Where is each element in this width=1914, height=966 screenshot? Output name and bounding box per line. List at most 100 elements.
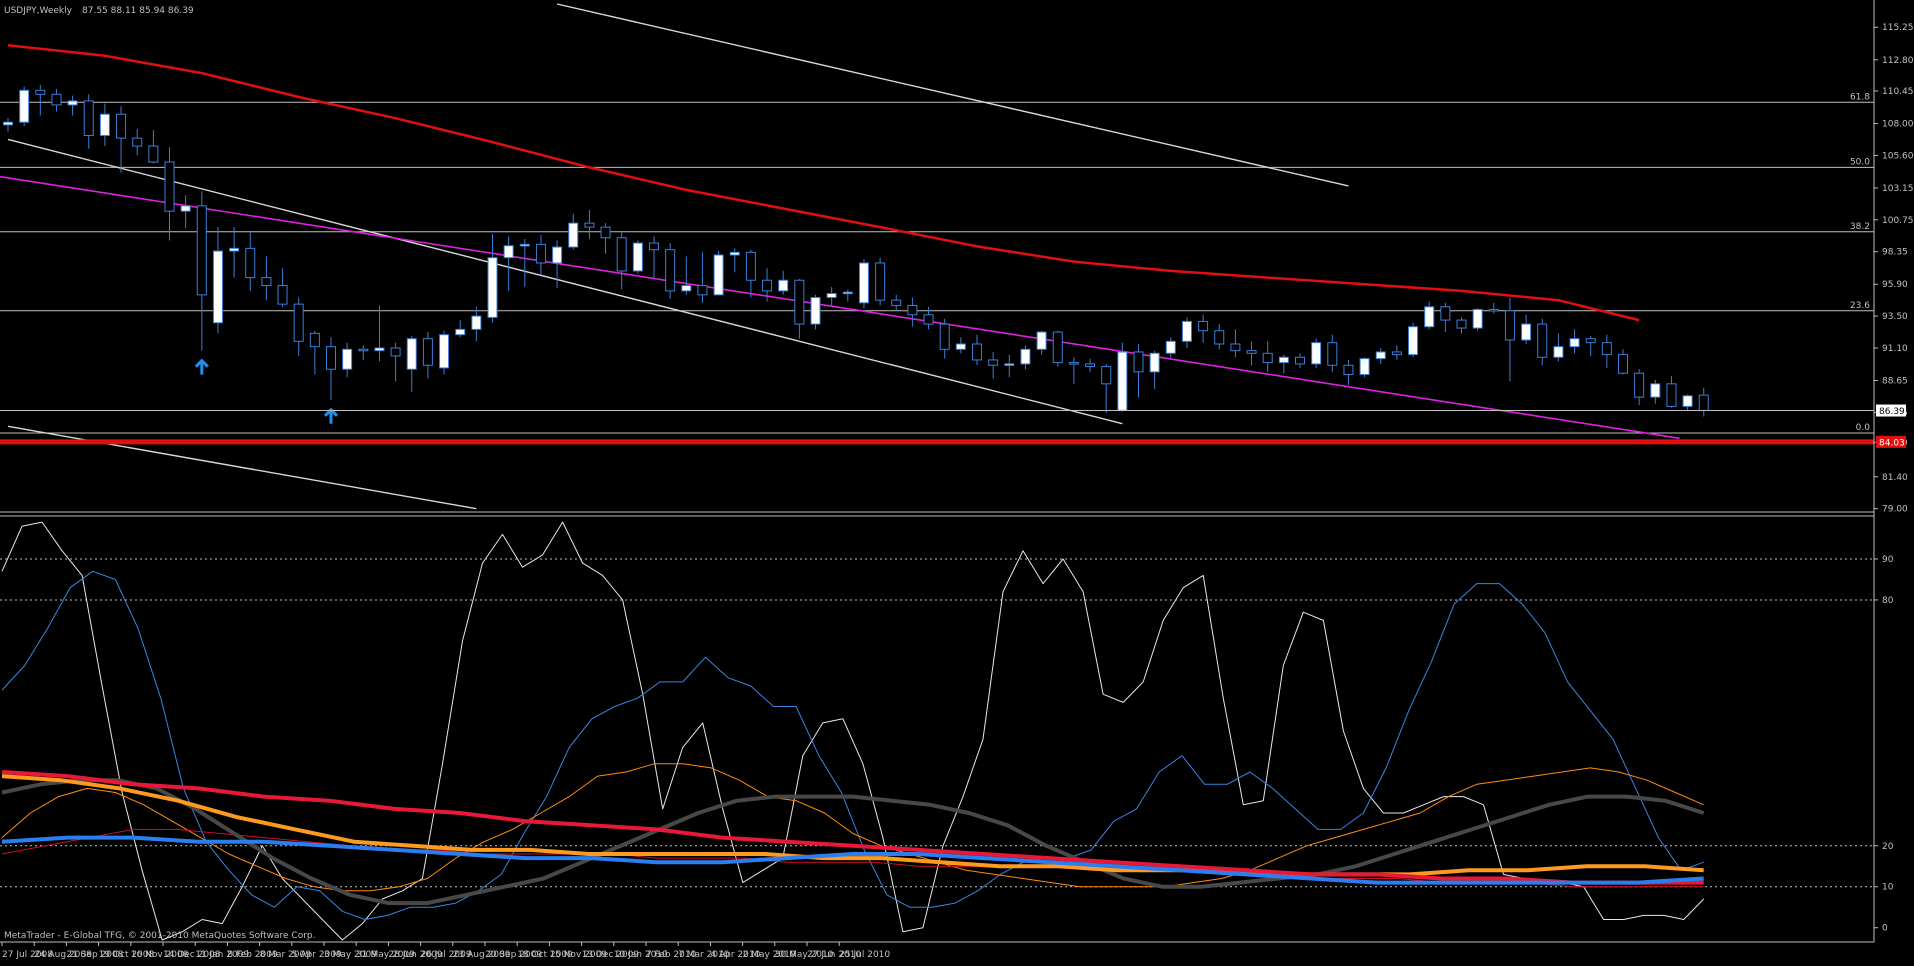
- candle-body: [794, 279, 805, 325]
- candle-body: [1343, 364, 1354, 376]
- candle: [1472, 308, 1483, 331]
- candle-body: [1359, 358, 1370, 376]
- candle: [955, 337, 966, 354]
- candle: [907, 297, 918, 327]
- candle-body: [923, 314, 934, 325]
- oscillator: [0, 521, 1874, 941]
- candle-body: [988, 359, 999, 366]
- candle-body: [35, 89, 46, 95]
- candle: [293, 297, 304, 356]
- osc-series-line: [1, 763, 1704, 892]
- candle: [632, 240, 643, 274]
- candle: [1036, 330, 1047, 355]
- candle: [552, 240, 563, 289]
- candle-body: [1618, 354, 1628, 374]
- candle: [1004, 354, 1015, 378]
- candle: [1521, 314, 1532, 344]
- candle-body: [1295, 356, 1305, 365]
- candle: [794, 278, 805, 339]
- candle-body: [455, 328, 466, 336]
- candle-body: [1472, 308, 1483, 329]
- osc-series-line: [1, 770, 1704, 885]
- candle-body: [1634, 372, 1645, 398]
- candle: [1424, 301, 1435, 330]
- candle-body: [439, 334, 450, 369]
- channel-line: [556, 3, 1349, 187]
- candle-body: [261, 277, 272, 287]
- red-line-label: 84.03: [1879, 438, 1905, 448]
- candle: [1117, 342, 1128, 412]
- candle-body: [1133, 351, 1144, 373]
- candle-body: [1262, 352, 1273, 364]
- candle-body: [132, 137, 143, 147]
- candle: [1601, 334, 1612, 368]
- candle-body: [1101, 366, 1112, 385]
- candle-body: [535, 243, 546, 264]
- candle: [1068, 357, 1079, 384]
- price-tick-label: 88.65: [1882, 377, 1908, 387]
- candle: [1278, 354, 1289, 374]
- candle: [164, 147, 175, 241]
- channel-line: [7, 138, 1123, 425]
- candle-body: [1424, 306, 1435, 328]
- candle-body: [309, 332, 320, 348]
- osc-series-line: [1, 521, 1705, 941]
- candle-body: [293, 303, 304, 342]
- candle: [471, 306, 482, 342]
- symbol-label: USDJPY,Weekly: [4, 6, 73, 16]
- candle: [245, 232, 256, 291]
- candle-body: [51, 93, 62, 106]
- candle-body: [826, 293, 837, 299]
- candle-body: [810, 297, 821, 325]
- price-tick-label: 115.25: [1882, 23, 1914, 33]
- candle-body: [1537, 323, 1548, 358]
- candle-body: [600, 226, 611, 239]
- candle: [1101, 363, 1112, 414]
- candle: [1698, 387, 1709, 417]
- fib-levels: 61.8 50.0 38.2 23.6 0.0: [0, 92, 1874, 434]
- candle: [180, 195, 191, 229]
- candle: [745, 249, 756, 298]
- candle: [277, 268, 288, 307]
- candle: [778, 270, 789, 295]
- candle-body: [1650, 383, 1661, 398]
- candle-body: [1440, 306, 1451, 321]
- time-tick-label: 4 Apr 2010: [710, 950, 760, 960]
- candle: [939, 318, 950, 359]
- osc-tick-label: 90: [1882, 555, 1894, 565]
- time-tick-label: 20 Sep 2009: [485, 950, 542, 960]
- candle-body: [326, 346, 336, 370]
- candle-body: [1246, 350, 1257, 354]
- price-tick-label: 91.10: [1882, 344, 1908, 354]
- candle: [875, 257, 886, 306]
- osc-series-line: [1, 835, 1704, 885]
- candle-body: [584, 222, 595, 228]
- candle: [35, 85, 46, 116]
- price-tick-label: 81.40: [1882, 473, 1908, 483]
- candle-body: [19, 89, 30, 123]
- candle-body: [681, 285, 692, 292]
- candle: [19, 86, 30, 127]
- osc-tick-label: 20: [1882, 842, 1894, 852]
- buy-arrow-head: [323, 407, 339, 417]
- candle-body: [713, 254, 724, 296]
- candle: [1230, 329, 1241, 358]
- trend-channel: [0, 3, 1680, 510]
- candle: [713, 251, 724, 296]
- red-moving-average: [7, 43, 1640, 322]
- price-tick-label: 93.50: [1882, 312, 1908, 322]
- candle-body: [116, 113, 127, 139]
- time-tick-label: 15 Nov 2009: [549, 950, 607, 960]
- channel-line: [7, 425, 477, 510]
- fib-level-label: 61.8: [1850, 92, 1870, 102]
- buy-arrow-head: [194, 358, 209, 368]
- candle: [51, 88, 62, 112]
- candle-body: [1375, 351, 1386, 360]
- candle: [390, 342, 401, 382]
- candle-body: [503, 245, 514, 259]
- candle: [762, 268, 773, 302]
- fib-level-label: 23.6: [1850, 301, 1870, 311]
- candle-body: [1601, 342, 1612, 356]
- candle: [422, 332, 433, 379]
